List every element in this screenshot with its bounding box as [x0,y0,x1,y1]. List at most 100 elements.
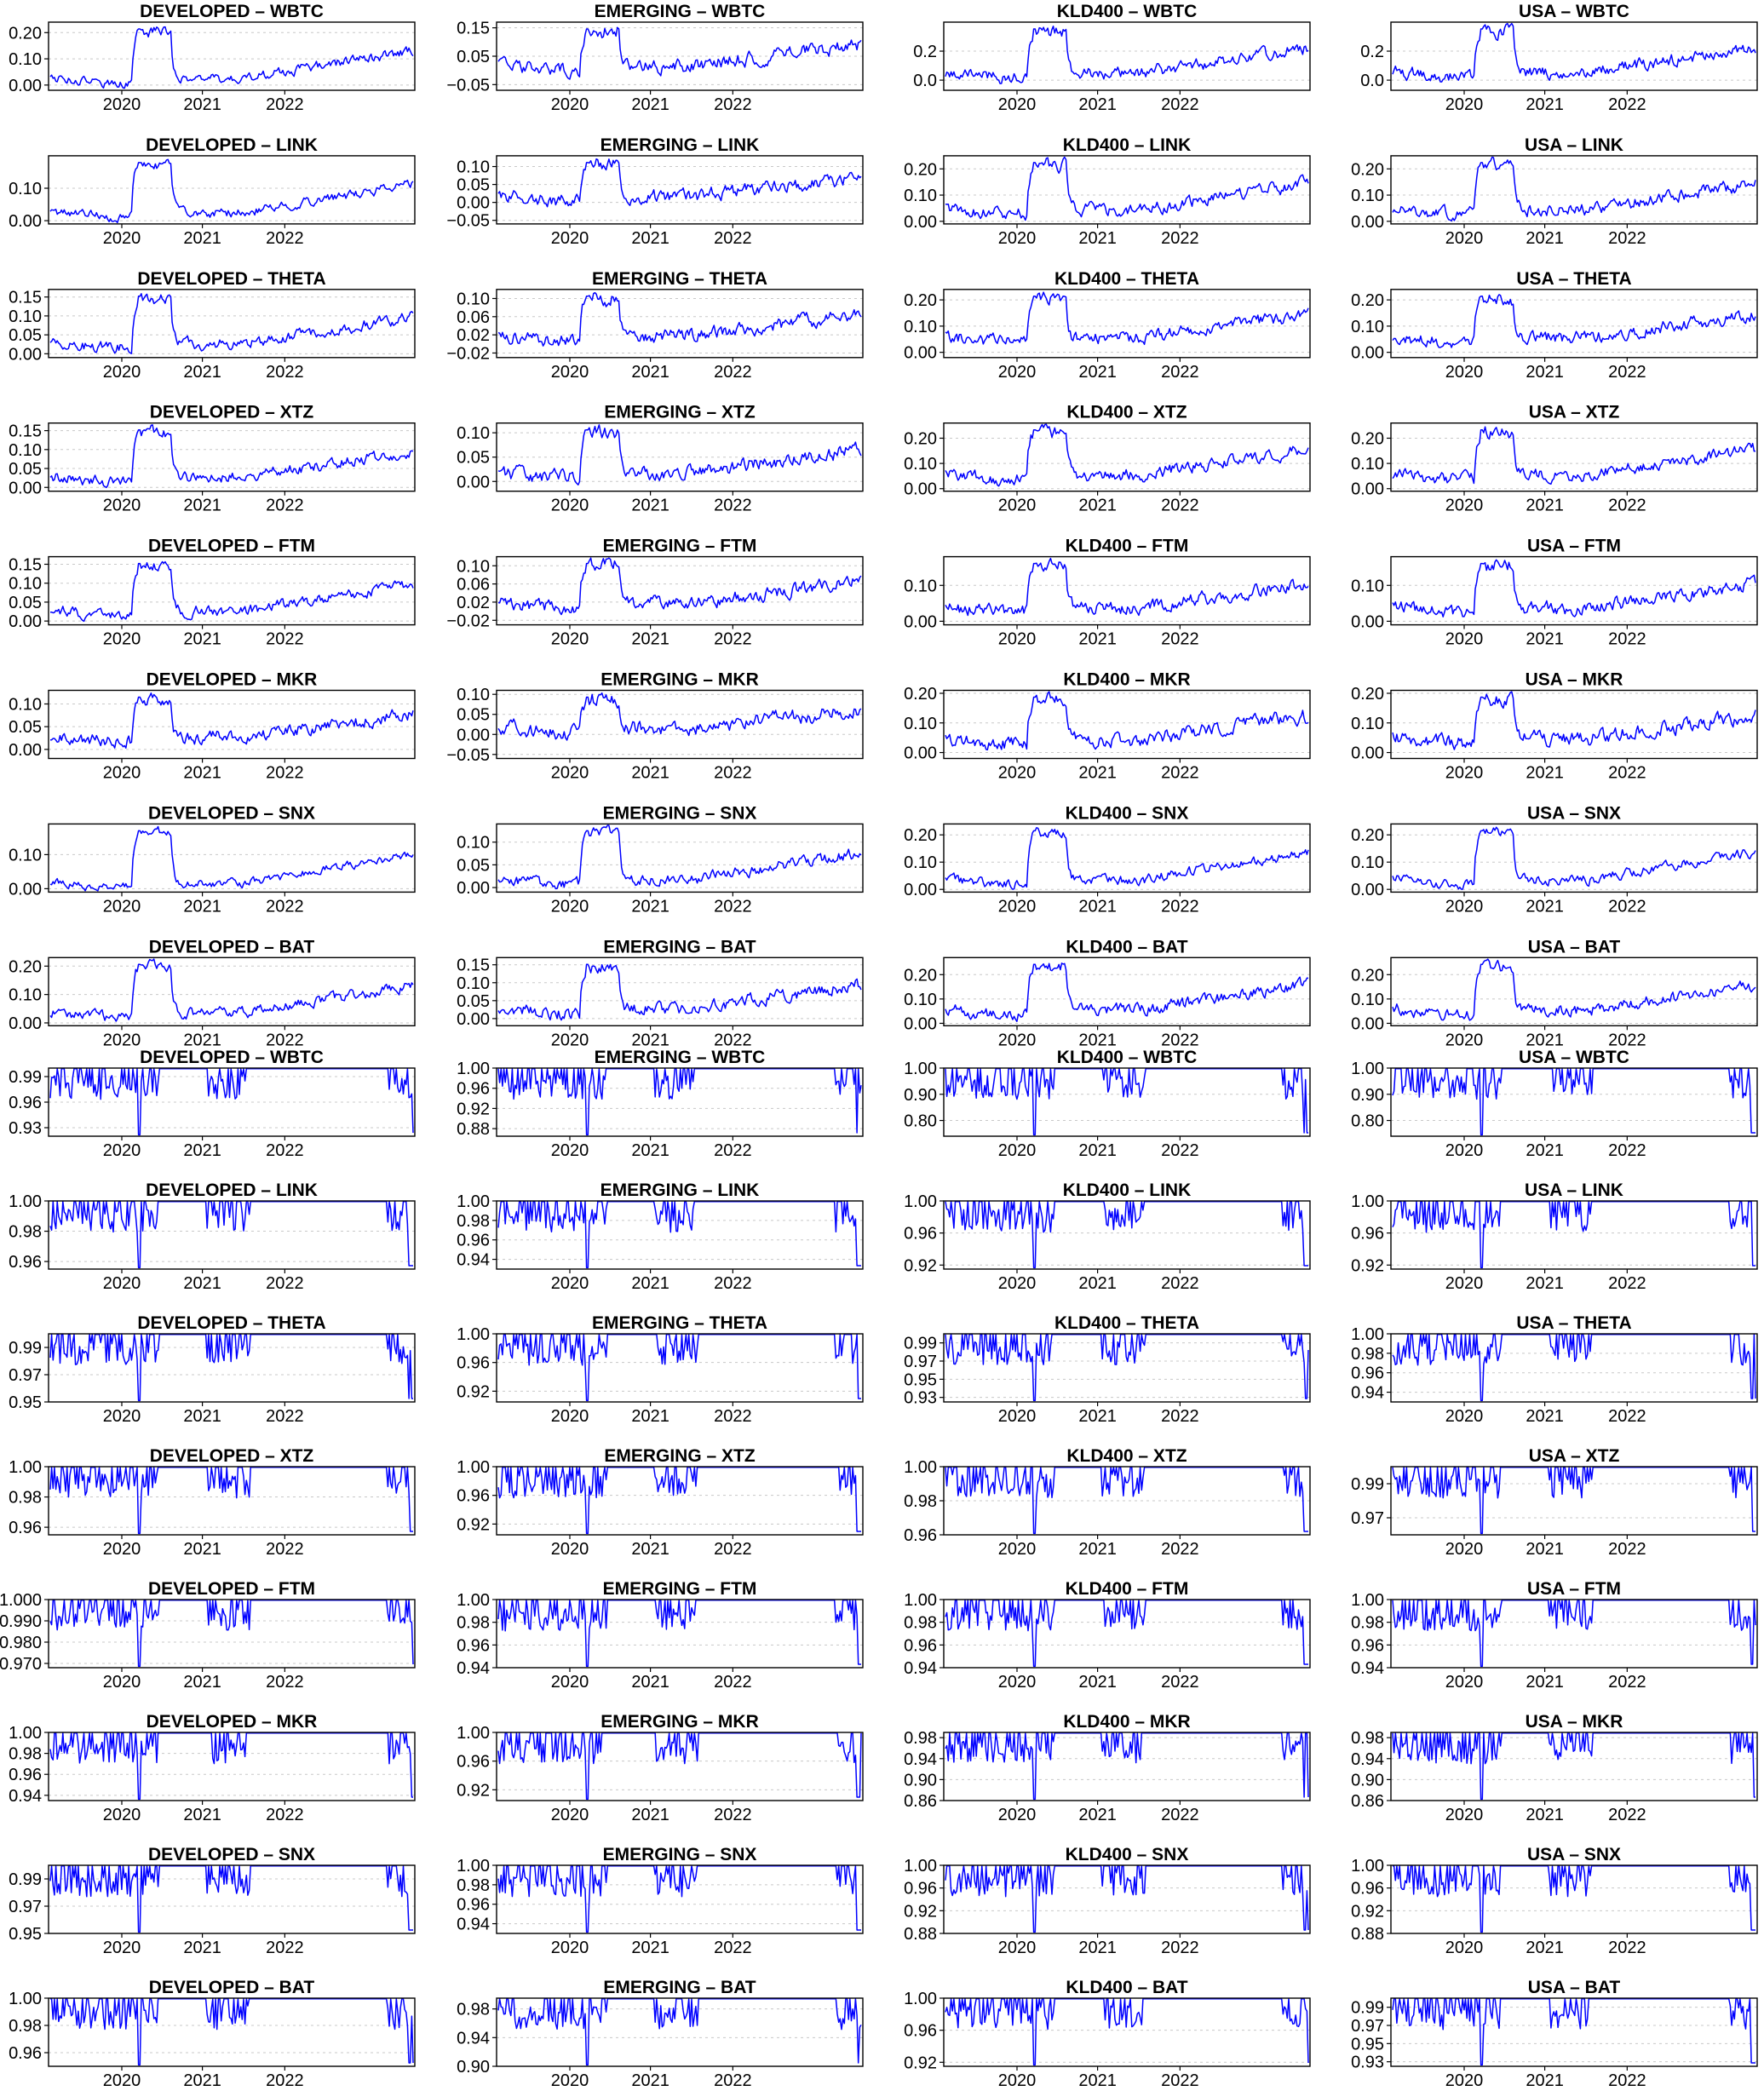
y-tick-label: 0.99 [1351,1999,1384,2018]
y-tick-label: 0.96 [457,1753,490,1772]
x-tick-label: 2020 [998,1407,1037,1426]
x-tick-label: 2021 [183,1141,221,1160]
y-tick-label: 0.00 [9,479,42,497]
panel-a9: EMERGING – THETA −0.020.020.060.10 2020 202… [446,269,864,382]
x-tick-label: 2021 [183,630,221,649]
y-tick-label: 0.94 [457,1659,490,1678]
panel-title: USA – FTM [1527,1579,1621,1599]
x-tick-label: 2022 [714,95,752,114]
y-tick-label: 1.00 [904,1857,937,1876]
plot-frame [943,823,1311,893]
plot-frame [496,1732,864,1801]
y-tick-label: 0.80 [1351,1112,1384,1131]
x-tick-label: 2022 [1608,1673,1646,1692]
series-line [49,424,414,489]
x-tick-label: 2021 [1078,764,1117,783]
series-line [497,824,862,890]
x-tick-label: 2021 [631,363,669,382]
plot-frame [496,422,864,492]
series-line [1392,426,1756,485]
x-tick-label: 2020 [1445,1673,1484,1692]
x-tick-label: 2021 [1526,1407,1564,1426]
panel-title: DEVELOPED – WBTC [140,2,324,21]
x-tick-label: 2021 [631,497,669,515]
x-tick-label: 2022 [1608,2071,1646,2090]
panel-a26: KLD400 – SNX 0.00 0.10 0.20 2020 2021 2022 [904,803,1311,916]
panel-b9: EMERGING – THETA 0.92 0.96 1.00 2020 2021 2022 [457,1313,864,1426]
series-line [497,1467,861,1535]
panel-title: USA – THETA [1516,269,1631,289]
panel-title: USA – XTZ [1529,403,1620,422]
y-tick-label: 0.93 [904,1389,937,1408]
panel-b22: KLD400 – MKR 0.86 0.90 0.94 0.98 2020 2021 2022 [904,1712,1311,1824]
x-tick-label: 2022 [1608,1540,1646,1559]
x-tick-label: 2022 [266,1673,304,1692]
series-line [1392,1732,1755,1801]
x-tick-label: 2020 [551,1407,589,1426]
panel-a24: DEVELOPED – SNX 0.00 0.10 2020 2021 2022 [9,803,416,916]
y-tick-label: 0.96 [457,1636,490,1655]
y-tick-label: 0.96 [904,1526,937,1545]
plot-frame [496,823,864,893]
y-tick-label: 0.96 [904,1880,937,1899]
series-line [945,1467,1308,1535]
y-tick-label: 0.96 [457,1487,490,1506]
y-tick-label: 0.90 [457,2058,490,2077]
panel-title: EMERGING – LINK [600,135,760,155]
series-line [1392,22,1756,83]
y-tick-label: 0.20 [904,429,937,448]
panel-a0: DEVELOPED – WBTC 0.00 0.10 0.20 2020 2021 2022 [9,2,416,114]
panel-a25: EMERGING – SNX 0.00 0.05 0.10 2020 2021 2022 [457,803,864,916]
panel-b24: DEVELOPED – SNX 0.95 0.97 0.99 2020 2021 2022 [9,1845,416,1957]
x-tick-label: 2022 [266,764,304,783]
panel-title: EMERGING – THETA [592,1313,767,1333]
y-tick-label: 0.20 [1351,429,1384,448]
series-line [49,1732,413,1801]
x-tick-label: 2022 [714,1806,752,1824]
panel-title: USA – SNX [1527,803,1621,823]
y-tick-label: 0.00 [904,881,937,899]
y-tick-label: 0.99 [904,1335,937,1353]
plot-frame [1390,289,1758,359]
y-tick-label: 0.05 [457,449,490,468]
y-tick-label: 0.96 [9,2044,42,2063]
panel-title: DEVELOPED – FTM [148,537,315,556]
x-tick-label: 2022 [1608,1141,1646,1160]
x-tick-label: 2020 [103,1407,141,1426]
y-tick-label: 1.00 [457,1724,490,1743]
y-tick-label: 0.15 [9,289,42,307]
x-tick-label: 2021 [1078,1673,1117,1692]
plot-frame [48,1466,416,1536]
plot-frame [48,1333,416,1403]
y-tick-label: 0.20 [9,24,42,43]
series-line [945,557,1309,617]
y-tick-label: 1.00 [457,1857,490,1876]
x-tick-label: 2022 [1161,1806,1199,1824]
panel-title: DEVELOPED – LINK [146,135,318,155]
x-tick-label: 2020 [1445,497,1484,515]
x-tick-label: 2020 [103,1806,141,1824]
series-line [497,158,862,208]
plot-frame [943,1864,1311,1934]
series-line [945,1334,1309,1402]
plot-frame [1390,1200,1758,1270]
x-tick-label: 2022 [714,630,752,649]
y-tick-label: 0.20 [904,685,937,704]
plot-frame [943,689,1311,760]
y-tick-label: 0.02 [457,326,490,345]
y-tick-label: 0.92 [904,2054,937,2072]
panel-title: DEVELOPED – BAT [149,1978,315,1997]
x-tick-label: 2020 [551,1939,589,1957]
y-tick-label: 0.98 [9,1745,42,1764]
panel-title: USA – MKR [1526,1712,1623,1732]
y-tick-label: 0.00 [1351,213,1384,232]
x-tick-label: 2020 [551,897,589,916]
panel-title: DEVELOPED – XTZ [150,1446,314,1466]
x-tick-label: 2021 [1078,1540,1117,1559]
y-tick-label: 0.05 [457,48,490,66]
x-tick-label: 2020 [998,1031,1037,1049]
plot-frame [1390,1466,1758,1536]
panel-title: USA – WBTC [1519,2,1629,21]
x-tick-label: 2021 [1078,1141,1117,1160]
y-tick-label: 0.20 [904,291,937,310]
